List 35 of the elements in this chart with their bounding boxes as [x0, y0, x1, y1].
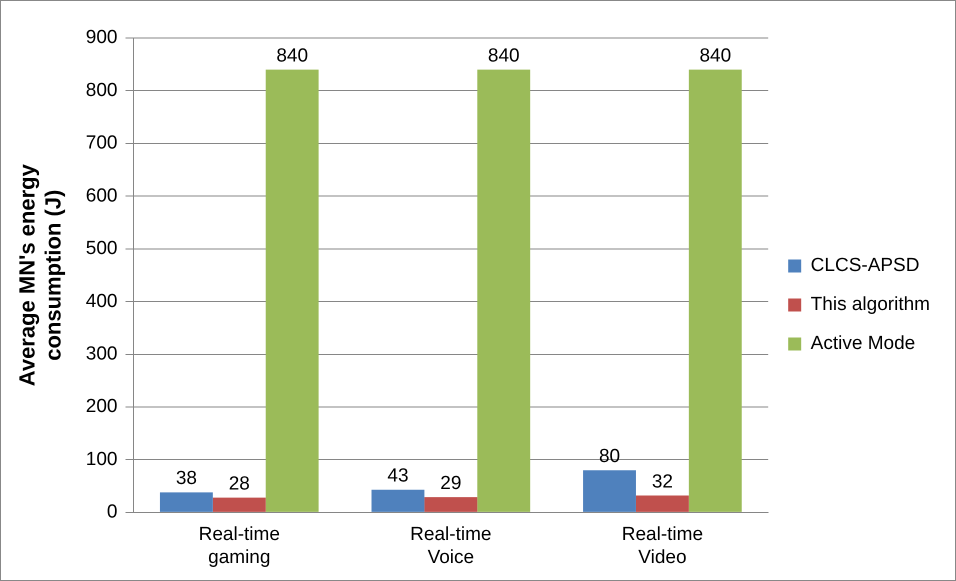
legend-label: Active Mode: [810, 333, 916, 354]
x-tick-label: Real-time Video: [622, 524, 704, 568]
data-label: 32: [652, 471, 673, 492]
bar: [583, 470, 636, 512]
x-tick-label: Real-time gaming: [198, 524, 280, 568]
data-label: 840: [276, 45, 308, 66]
legend-label: CLCS-APSD: [810, 255, 920, 276]
bar: [372, 490, 424, 512]
data-label: 80: [598, 446, 620, 467]
y-tick-label: 300: [86, 344, 118, 364]
y-tick-label: 0: [106, 502, 118, 523]
y-tick-label: 100: [86, 448, 118, 470]
data-label: 840: [699, 45, 732, 66]
bar: [477, 70, 530, 512]
data-label: 28: [228, 473, 250, 494]
y-tick-label: 400: [86, 290, 118, 312]
legend-label: This algorithm: [810, 294, 930, 316]
bar: [424, 497, 478, 512]
y-tick-label: 900: [86, 27, 118, 48]
data-label: 840: [488, 45, 520, 66]
y-tick-label: 600: [86, 185, 118, 206]
y-tick-label: 700: [86, 132, 118, 154]
data-label: 29: [440, 472, 462, 494]
y-axis-title: Average MN's energy consumption (J): [14, 163, 66, 386]
bar: [688, 70, 742, 512]
bar: [266, 70, 319, 512]
bar: [212, 498, 266, 512]
bar: [636, 496, 689, 512]
y-tick-label: 200: [86, 396, 118, 418]
data-label: 38: [176, 468, 197, 490]
y-tick-label: 800: [86, 80, 118, 101]
bar: [160, 492, 213, 512]
y-tick-label: 500: [86, 238, 118, 260]
data-label: 43: [387, 465, 409, 486]
x-tick-label: Real-time Voice: [410, 524, 492, 568]
